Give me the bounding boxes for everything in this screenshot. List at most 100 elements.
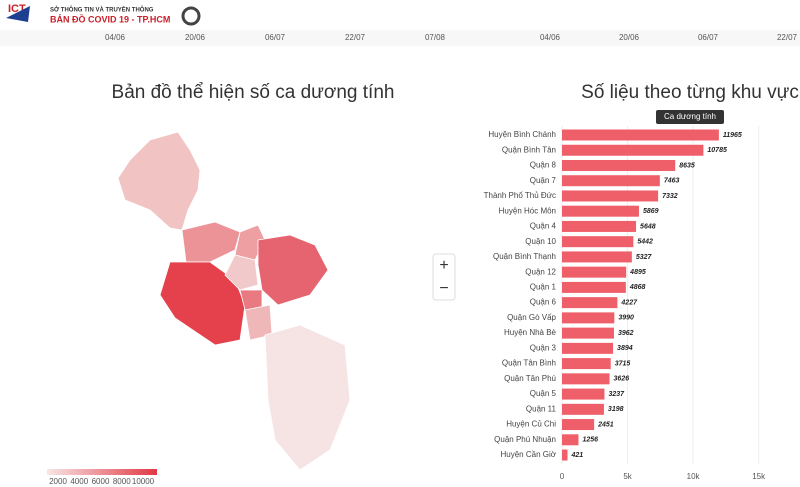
bar <box>562 373 610 385</box>
value-label: 5442 <box>637 239 653 246</box>
value-label: 4227 <box>620 299 638 306</box>
bar <box>562 297 618 309</box>
bar <box>562 175 660 187</box>
value-label: 4895 <box>629 269 646 276</box>
header-bar <box>0 0 800 30</box>
x-tick-label: 15k <box>752 472 766 481</box>
value-label: 8635 <box>679 162 695 169</box>
value-label: 3962 <box>618 330 634 337</box>
value-label: 5327 <box>636 254 653 261</box>
virus-icon <box>181 6 201 26</box>
map-title: Bản đồ thể hiện số ca dương tính <box>112 82 395 103</box>
bar <box>562 205 639 217</box>
bar <box>562 358 611 370</box>
zoom-box <box>432 253 456 301</box>
value-label: 2451 <box>597 421 614 428</box>
district-can-gio <box>264 324 351 471</box>
bar <box>562 220 637 232</box>
timeline-date: 22/07 <box>777 33 798 42</box>
value-label: 421 <box>571 452 584 459</box>
header-title: BẢN ĐỒ COVID 19 - TP.HCM <box>50 13 170 24</box>
bar <box>562 251 632 263</box>
y-tick-label: Huyện Cần Giờ <box>501 450 557 459</box>
bar <box>562 144 704 156</box>
timeline-date: 22/07 <box>345 33 366 42</box>
value-label: 7332 <box>662 193 678 200</box>
y-tick-label: Quận 10 <box>525 237 556 246</box>
x-tick-label: 0 <box>560 472 565 481</box>
logo-mark <box>6 6 30 22</box>
value-label: 4868 <box>629 284 646 291</box>
bar <box>562 342 614 354</box>
y-tick-label: Quận Tân Bình <box>502 359 556 368</box>
bar <box>562 449 568 461</box>
bar <box>562 159 676 171</box>
y-tick-label: Quận 8 <box>530 161 557 170</box>
timeline-bar <box>0 30 800 46</box>
value-label: 1256 <box>582 437 598 444</box>
bar <box>562 419 595 431</box>
district-thu-duc <box>257 234 329 306</box>
timeline-date: 04/06 <box>105 33 126 42</box>
y-tick-label: Quận 6 <box>530 298 557 307</box>
value-label: 3198 <box>608 406 624 413</box>
y-tick-label: Quận Tân Phú <box>504 374 556 383</box>
org: SỞ THÔNG TIN VÀ TRUYỀN THÔNG <box>50 6 154 14</box>
timeline-date: 20/06 <box>619 33 640 42</box>
x-tick-label: 10k <box>687 472 701 481</box>
bar <box>562 236 634 248</box>
map-legend: 2000 4000 6000 8000 10000 <box>49 477 155 486</box>
bar <box>562 403 604 415</box>
district-inner <box>224 254 259 291</box>
bar <box>562 327 614 339</box>
y-tick-label: Thành Phố Thủ Đức <box>484 191 556 200</box>
y-tick-label: Quận 4 <box>530 222 557 231</box>
timeline: 04/06 20/06 06/07 22/07 07/08 04/06 20/06 06/07… <box>105 33 798 42</box>
district-binh-chanh <box>159 261 246 346</box>
value-label: 5869 <box>643 208 659 215</box>
x-tick-label: 5k <box>623 472 632 481</box>
bar-chart: 0 5k 10k 15k Huyện Bình Chánh 11965 Quận Bình … <box>484 126 766 481</box>
y-tick-label: Quận 12 <box>525 267 556 276</box>
map-legend-tick: 6000 <box>92 477 110 486</box>
y-tick-label: Quận Phú Nhuận <box>494 435 556 444</box>
y-tick-label: Quận 1 <box>530 283 557 292</box>
y-tick-label: Quận 7 <box>530 176 557 185</box>
chart-title: Số liệu theo từng khu vực <box>581 82 799 103</box>
zoom-in[interactable]: + <box>439 257 448 274</box>
value-label: 3894 <box>617 345 633 352</box>
map <box>117 131 351 471</box>
value-label: 3990 <box>618 315 634 322</box>
y-tick-label: Huyện Nhà Bè <box>504 328 557 337</box>
legend-box <box>656 110 724 124</box>
map-legend-tick: 8000 <box>113 477 131 486</box>
map-legend-tick: 2000 <box>49 477 67 486</box>
timeline-date: 20/06 <box>185 33 206 42</box>
y-tick-label: Quận 3 <box>530 343 557 352</box>
map-legend-tick: 4000 <box>70 477 88 486</box>
map-legend-tick: 10000 <box>132 477 155 486</box>
bar <box>562 266 627 278</box>
value-label: 11965 <box>723 132 742 139</box>
map-legend-bar <box>47 469 157 475</box>
y-tick-label: Quận 5 <box>530 389 557 398</box>
bar <box>562 312 615 324</box>
timeline-date: 06/07 <box>265 33 286 42</box>
zoom-out[interactable]: − <box>439 280 448 297</box>
y-tick-label: Quận Bình Tân <box>502 145 556 154</box>
y-tick-label: Quận Gò Vấp <box>507 313 556 322</box>
timeline-date: 06/07 <box>698 33 719 42</box>
timeline-date: 04/06 <box>540 33 561 42</box>
y-tick-label: Huyện Bình Chánh <box>488 130 556 139</box>
bar <box>562 434 579 446</box>
value-label: 3626 <box>614 376 630 383</box>
district-cu-chi <box>117 131 201 231</box>
value-label: 7463 <box>664 178 680 185</box>
timeline-date: 07/08 <box>425 33 446 42</box>
bar <box>562 281 626 293</box>
bar <box>562 129 719 141</box>
bar <box>562 388 605 400</box>
y-tick-label: Huyện Củ Chi <box>506 420 556 429</box>
value-label: 5648 <box>640 223 656 230</box>
